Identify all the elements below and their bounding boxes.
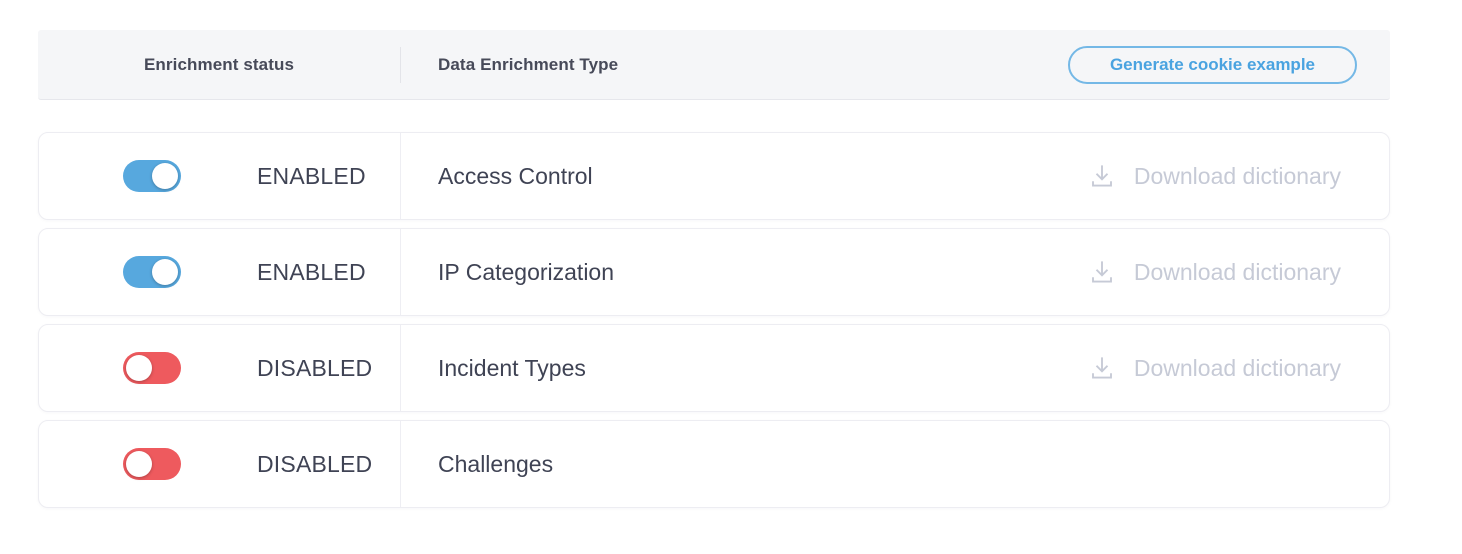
- header-enrichment-status: Enrichment status: [143, 54, 294, 74]
- header-data-enrichment-type: Data Enrichment Type: [438, 54, 619, 74]
- status-label: DISABLED: [257, 450, 373, 477]
- download-label: Download dictionary: [1133, 354, 1341, 381]
- type-cell: Incident Types Download dictionary: [400, 325, 1389, 411]
- status-toggle[interactable]: [123, 352, 181, 384]
- type-cell: IP Categorization Download dictionary: [400, 229, 1389, 315]
- table-row: DISABLED Incident Types Download diction…: [38, 324, 1390, 412]
- status-label: ENABLED: [257, 162, 366, 189]
- header-column-divider: [400, 46, 401, 83]
- download-icon: [1091, 165, 1112, 187]
- enrichment-type-label: IP Categorization: [438, 258, 615, 285]
- table-row: ENABLED Access Control Download dictiona…: [38, 132, 1390, 220]
- table-header: Enrichment status Data Enrichment Type G…: [38, 30, 1390, 100]
- download-label: Download dictionary: [1133, 162, 1341, 189]
- toggle-knob: [152, 163, 178, 189]
- enrichment-type-label: Access Control: [438, 162, 593, 189]
- download-icon: [1091, 261, 1112, 283]
- table-row: DISABLED Challenges: [38, 420, 1390, 508]
- status-cell: ENABLED: [39, 133, 400, 219]
- type-cell: Challenges: [400, 421, 1389, 507]
- enrichment-type-label: Challenges: [438, 450, 554, 477]
- download-dictionary-link[interactable]: Download dictionary: [1087, 257, 1341, 287]
- type-cell: Access Control Download dictionary: [400, 133, 1389, 219]
- status-cell: DISABLED: [39, 325, 400, 411]
- rows-container: ENABLED Access Control Download dictiona…: [38, 132, 1390, 508]
- status-toggle[interactable]: [123, 256, 181, 288]
- download-dictionary-link[interactable]: Download dictionary: [1087, 353, 1341, 383]
- toggle-knob: [152, 259, 178, 285]
- download-icon: [1091, 357, 1112, 379]
- enrichment-table: Enrichment status Data Enrichment Type G…: [38, 30, 1390, 516]
- status-toggle[interactable]: [123, 160, 181, 192]
- status-toggle[interactable]: [123, 448, 181, 480]
- download-label: Download dictionary: [1133, 258, 1341, 285]
- status-cell: DISABLED: [39, 421, 400, 507]
- status-label: ENABLED: [257, 258, 366, 285]
- status-label: DISABLED: [257, 354, 373, 381]
- toggle-knob: [126, 355, 152, 381]
- enrichment-type-label: Incident Types: [438, 354, 586, 381]
- download-dictionary-link[interactable]: Download dictionary: [1087, 161, 1341, 191]
- table-row: ENABLED IP Categorization Download dicti…: [38, 228, 1390, 316]
- status-cell: ENABLED: [39, 229, 400, 315]
- generate-cookie-example-button[interactable]: Generate cookie example: [1067, 45, 1357, 84]
- toggle-knob: [126, 451, 152, 477]
